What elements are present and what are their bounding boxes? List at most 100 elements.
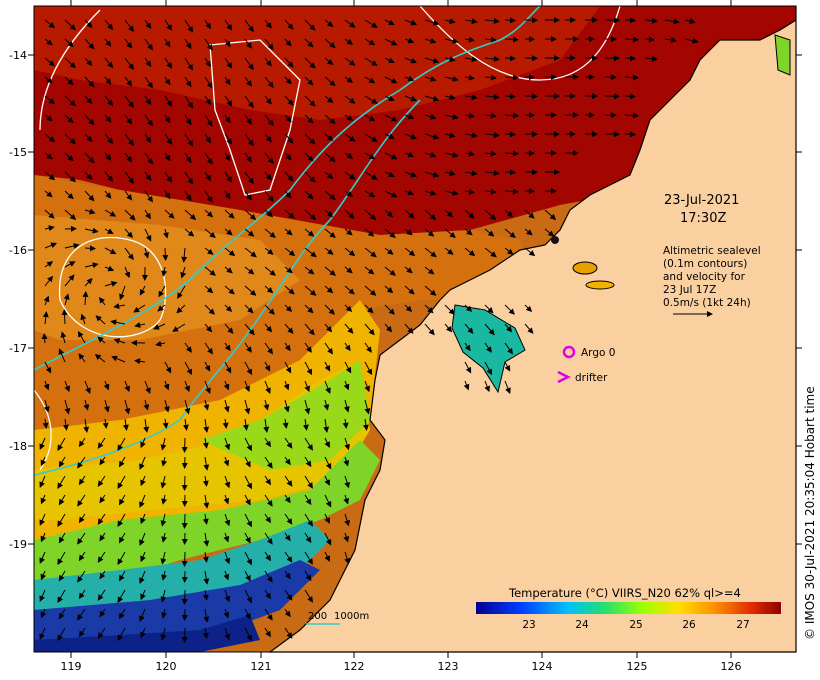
velocity-arrow	[324, 38, 336, 49]
velocity-arrow	[161, 608, 168, 619]
velocity-arrow	[40, 570, 47, 581]
velocity-arrow	[104, 265, 115, 272]
velocity-arrow	[324, 323, 333, 333]
velocity-arrow	[244, 627, 252, 642]
lon-tick-label: 126	[721, 660, 742, 673]
velocity-arrow	[344, 95, 356, 104]
velocity-arrow	[284, 285, 295, 295]
velocity-arrow	[204, 285, 214, 294]
velocity-arrow	[181, 627, 188, 643]
velocity-arrow	[464, 188, 475, 195]
velocity-arrow	[484, 150, 497, 157]
velocity-arrow	[263, 418, 270, 433]
velocity-arrow	[61, 309, 68, 325]
velocity-arrow	[504, 209, 514, 218]
velocity-arrow	[664, 18, 680, 25]
velocity-arrow	[124, 380, 130, 393]
legend: Argo 0 drifter	[557, 345, 615, 384]
velocity-arrow	[504, 188, 519, 195]
velocity-arrow	[264, 57, 272, 67]
velocity-arrow	[344, 285, 355, 295]
velocity-arrow	[204, 228, 216, 238]
velocity-arrow	[264, 228, 276, 238]
velocity-arrow	[304, 513, 313, 527]
velocity-arrow	[39, 475, 46, 488]
velocity-arrow	[284, 171, 294, 182]
velocity-arrow	[77, 570, 86, 583]
velocity-arrow	[144, 190, 153, 203]
velocity-arrow	[84, 171, 93, 181]
velocity-arrow	[124, 133, 134, 146]
velocity-arrow	[104, 76, 112, 85]
velocity-arrow	[404, 113, 415, 120]
velocity-arrow	[284, 532, 291, 542]
velocity-arrow	[284, 114, 292, 123]
velocity-arrow	[444, 94, 456, 101]
velocity-arrow	[302, 418, 309, 431]
velocity-arrow	[464, 74, 475, 81]
velocity-arrow	[364, 114, 376, 122]
drifter-label: drifter	[575, 372, 608, 384]
velocity-arrow	[104, 114, 112, 123]
velocity-arrow	[160, 475, 167, 489]
velocity-arrow	[157, 304, 166, 312]
velocity-arrow	[144, 76, 153, 89]
velocity-arrow	[204, 304, 215, 315]
velocity-arrow	[463, 380, 470, 391]
credit-text: © IMOS 30-Jul-2021 20:35:04 Hobart time	[803, 386, 817, 640]
velocity-arrow	[484, 247, 497, 258]
velocity-arrow	[284, 19, 294, 30]
velocity-arrow	[264, 608, 273, 621]
colorbar-tick: 25	[629, 619, 642, 631]
velocity-arrow	[424, 57, 440, 64]
velocity-arrow	[224, 513, 231, 527]
velocity-arrow	[139, 532, 146, 546]
velocity-arrow	[504, 323, 513, 333]
velocity-arrow	[104, 171, 114, 183]
velocity-arrow	[304, 76, 314, 86]
velocity-arrow	[524, 228, 533, 236]
velocity-arrow	[264, 323, 273, 333]
velocity-arrow	[181, 551, 188, 567]
velocity-arrow	[244, 304, 254, 314]
velocity-arrow	[384, 209, 394, 218]
velocity-arrow	[204, 266, 216, 276]
velocity-arrow	[99, 570, 106, 580]
velocity-arrow	[484, 209, 497, 221]
velocity-arrow	[343, 532, 350, 543]
velocity-arrow	[64, 209, 77, 221]
velocity-arrow	[244, 399, 251, 415]
velocity-arrow	[124, 38, 133, 49]
velocity-arrow	[504, 169, 516, 176]
velocity-arrow	[155, 340, 166, 347]
velocity-arrow	[97, 551, 106, 563]
velocity-arrow	[94, 353, 106, 363]
velocity-arrow	[264, 361, 271, 372]
velocity-arrow	[244, 361, 253, 376]
velocity-arrow	[364, 133, 378, 142]
velocity-arrow	[124, 95, 134, 108]
velocity-arrow	[544, 209, 557, 221]
velocity-arrow	[184, 399, 191, 415]
velocity-arrow	[224, 133, 233, 145]
velocity-arrow	[144, 209, 151, 220]
velocity-arrow	[524, 209, 535, 219]
velocity-arrow	[64, 399, 71, 415]
velocity-arrow	[204, 76, 213, 89]
velocity-arrow	[304, 551, 313, 565]
velocity-arrow	[204, 133, 211, 144]
velocity-arrow	[44, 225, 55, 232]
velocity-arrow	[223, 380, 230, 391]
velocity-arrow	[384, 95, 395, 101]
velocity-arrow	[64, 114, 74, 124]
velocity-arrow	[124, 114, 133, 125]
velocity-arrow	[203, 399, 210, 411]
velocity-arrow	[464, 56, 478, 63]
velocity-arrow	[304, 114, 314, 124]
velocity-arrow	[284, 152, 292, 161]
velocity-arrow	[304, 247, 317, 258]
colorbar-tick: 23	[522, 619, 535, 631]
velocity-arrow	[484, 36, 497, 43]
velocity-arrow	[104, 95, 114, 107]
velocity-arrow	[283, 380, 290, 391]
